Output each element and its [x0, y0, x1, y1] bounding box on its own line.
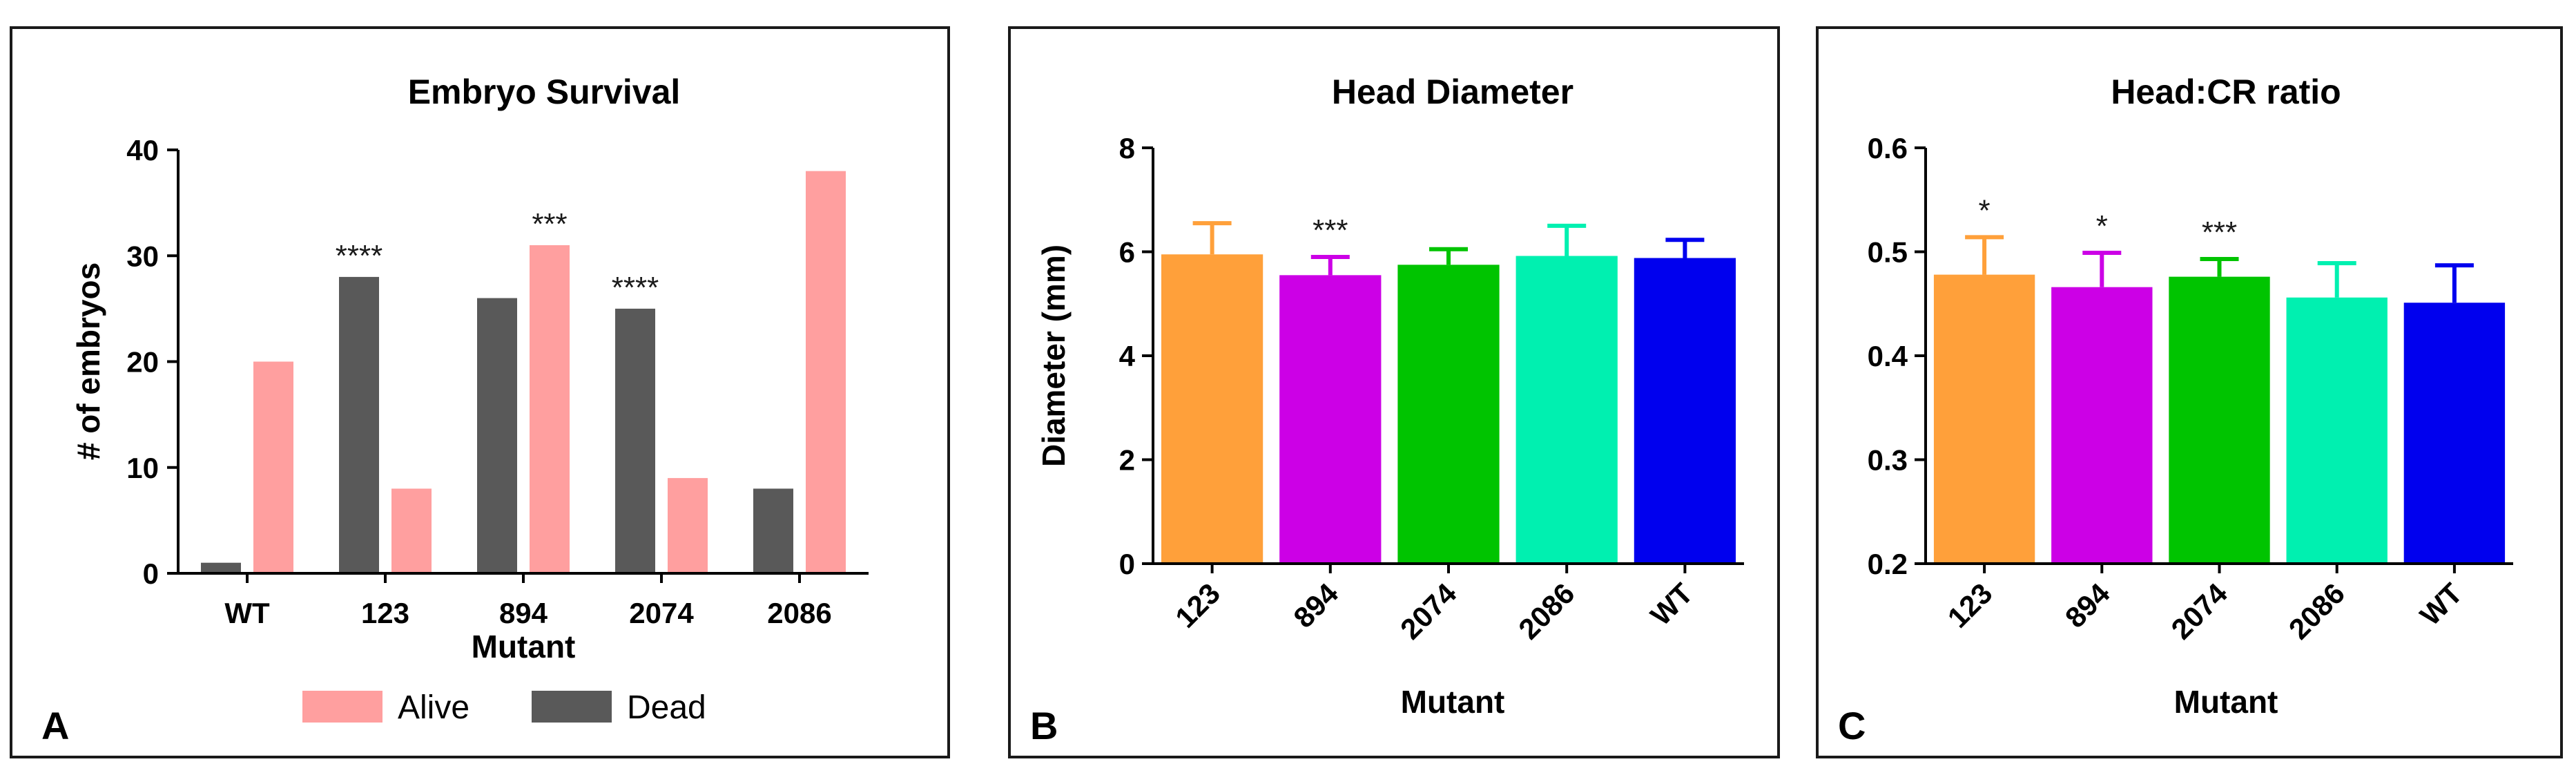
significance-894: * [2096, 209, 2108, 243]
y-tick-label-0: 0 [143, 557, 159, 590]
bar-894 [2051, 287, 2153, 564]
bar-2086 [2286, 297, 2388, 564]
x-tick-label-2086: 2086 [2283, 577, 2351, 645]
y-tick-label-0-4: 0.4 [1868, 340, 1908, 372]
bar-2074 [1397, 265, 1500, 564]
x-tick-label-123: 123 [1941, 577, 1999, 634]
x-tick-label-894: 894 [1287, 577, 1344, 634]
x-axis-title: Mutant [472, 629, 576, 665]
bar-2086 [1515, 256, 1618, 564]
x-tick-label-2074: 2074 [1394, 577, 1463, 646]
y-tick-label-0: 0 [1119, 548, 1135, 580]
significance-2074: **** [612, 271, 659, 305]
panel-label: B [1030, 704, 1058, 747]
head-cr-ratio-chart: Head:CR ratio 123 894 2074 2086 WT 0.2 0.3 0.4 0.… [1838, 73, 2513, 747]
panel-head-cr-ratio: Head:CR ratio 123 894 2074 2086 WT 0.2 0.3 0.4 0.… [1816, 26, 2563, 758]
y-tick-label-0-2: 0.2 [1868, 548, 1908, 580]
x-tick-label-wt: WT [1644, 577, 1699, 632]
chart-title: Head Diameter [1332, 73, 1573, 111]
significance-123: **** [336, 239, 383, 273]
y-tick-label-6: 6 [1119, 236, 1135, 269]
legend-swatch-dead [532, 691, 612, 723]
y-tick-label-4: 4 [1119, 340, 1136, 372]
x-tick-label-894: 894 [2059, 577, 2116, 634]
significance-2074: *** [2202, 216, 2237, 249]
y-axis-title: # of embryos [70, 262, 106, 460]
y-tick-label-30: 30 [126, 240, 159, 272]
bar-123 [1933, 274, 2035, 564]
panel-embryo-survival: Embryo Survival WT 123 894 2074 2086 0 10 20 30 40… [10, 26, 950, 758]
bar-alive-2086 [806, 171, 846, 573]
bar-894 [1279, 275, 1382, 564]
y-tick-label-0-3: 0.3 [1868, 444, 1908, 477]
bar-alive-wt [253, 361, 293, 573]
bar-dead-2074 [615, 308, 655, 573]
y-tick-label-0-5: 0.5 [1868, 236, 1908, 269]
bar-alive-2074 [668, 478, 708, 573]
bar-123 [1161, 254, 1263, 564]
y-tick-label-40: 40 [126, 134, 159, 166]
x-axis-title: Mutant [1401, 684, 1505, 720]
bar-dead-wt [201, 562, 241, 573]
y-tick-label-8: 8 [1119, 132, 1135, 164]
panel-head-diameter: Head Diameter 123 894 2074 2086 WT 0 2 4 6 8 *** Mut… [1008, 26, 1780, 758]
x-tick-label-894: 894 [499, 597, 548, 629]
head-diameter-chart: Head Diameter 123 894 2074 2086 WT 0 2 4 6 8 *** Mut… [1030, 73, 1744, 747]
bar-wt [2403, 303, 2506, 564]
x-axis-title: Mutant [2174, 684, 2278, 720]
bar-dead-2086 [753, 488, 793, 573]
bar-dead-894 [477, 298, 517, 573]
embryo-survival-chart: Embryo Survival WT 123 894 2074 2086 0 10 20 30 40… [41, 73, 869, 747]
y-tick-label-2: 2 [1119, 444, 1135, 477]
x-tick-label-2086: 2086 [767, 597, 831, 629]
bar-alive-123 [391, 488, 432, 573]
y-tick-label-0-6: 0.6 [1868, 132, 1908, 164]
x-tick-label-123: 123 [361, 597, 409, 629]
x-tick-label-2074: 2074 [2165, 577, 2234, 646]
significance-894: *** [532, 207, 567, 241]
x-tick-label-2074: 2074 [629, 597, 694, 629]
y-tick-label-10: 10 [126, 452, 159, 484]
panel-label: A [41, 704, 69, 747]
legend-swatch-alive [302, 691, 382, 723]
bar-2074 [2169, 276, 2270, 564]
x-tick-label-wt: WT [224, 597, 270, 629]
chart-title: Head:CR ratio [2111, 73, 2341, 111]
x-tick-label-123: 123 [1169, 577, 1226, 634]
significance-123: * [1979, 193, 1991, 227]
bar-alive-894 [530, 245, 570, 573]
legend-label-alive: Alive [398, 689, 469, 726]
x-tick-label-2086: 2086 [1512, 577, 1580, 645]
x-tick-label-wt: WT [2414, 577, 2469, 632]
bar-wt [1634, 258, 1736, 564]
legend-label-dead: Dead [627, 689, 706, 726]
panel-label: C [1838, 704, 1866, 747]
bar-dead-123 [339, 276, 379, 573]
y-axis-title: Diameter (mm) [1036, 245, 1072, 467]
chart-title: Embryo Survival [408, 73, 681, 111]
y-tick-label-20: 20 [126, 346, 159, 379]
significance-894: *** [1313, 213, 1348, 247]
